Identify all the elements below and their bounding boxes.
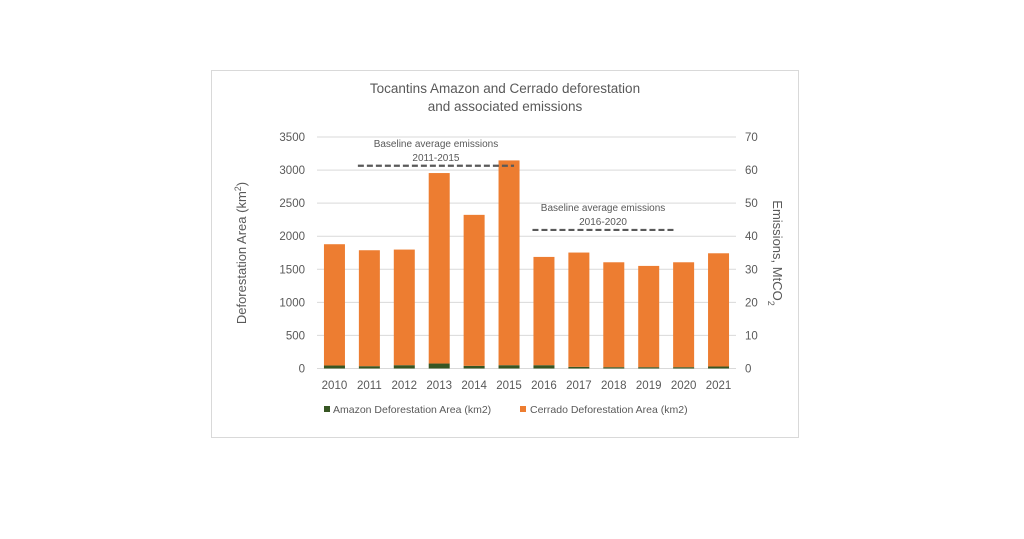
y-tick-label: 0 xyxy=(299,364,305,376)
baseline-label-period: 2016-2020 xyxy=(579,217,627,228)
x-tick-label: 2017 xyxy=(566,380,592,392)
bar-amazon xyxy=(568,366,590,369)
bar-amazon xyxy=(498,365,520,369)
y-tick-label: 2000 xyxy=(279,231,305,243)
bar-amazon xyxy=(533,365,555,369)
legend-label-amazon: Amazon Deforestation Area (km2) xyxy=(333,404,491,416)
baseline-label: Baseline average emissions xyxy=(374,139,499,150)
x-tick-label: 2015 xyxy=(496,380,522,392)
bar-cerrado xyxy=(323,244,345,366)
legend-label-cerrado: Cerrado Deforestation Area (km2) xyxy=(530,404,688,416)
chart-title-line-1: Tocantins Amazon and Cerrado deforestati… xyxy=(370,81,640,96)
x-tick-label: 2020 xyxy=(671,380,697,392)
x-tick-label: 2018 xyxy=(601,380,627,392)
y2-tick-label: 50 xyxy=(745,198,758,210)
y-tick-label: 2500 xyxy=(279,198,305,210)
x-tick-label: 2016 xyxy=(531,380,557,392)
x-tick-label: 2012 xyxy=(391,380,417,392)
y-tick-label: 500 xyxy=(286,330,305,342)
baseline-label: Baseline average emissions xyxy=(541,203,666,214)
bar-amazon xyxy=(673,367,695,369)
y2-tick-label: 40 xyxy=(745,231,758,243)
bar-amazon xyxy=(603,367,625,369)
bar-cerrado xyxy=(638,265,660,368)
x-tick-label: 2021 xyxy=(706,380,732,392)
bar-cerrado xyxy=(428,173,450,364)
y2-tick-label: 30 xyxy=(745,264,758,276)
y-tick-label: 3000 xyxy=(279,165,305,177)
bar-cerrado xyxy=(498,160,520,366)
bar-cerrado xyxy=(568,252,590,367)
bar-cerrado xyxy=(358,250,380,367)
legend-swatch-cerrado xyxy=(520,406,526,412)
y2-tick-label: 60 xyxy=(745,165,758,177)
bar-amazon xyxy=(323,365,345,369)
bar-amazon xyxy=(638,367,660,369)
x-tick-label: 2019 xyxy=(636,380,662,392)
bar-amazon xyxy=(393,365,415,369)
bar-cerrado xyxy=(533,256,555,366)
bar-amazon xyxy=(708,366,730,369)
x-tick-label: 2010 xyxy=(322,380,348,392)
y-axis-label: Deforestation Area (km2) xyxy=(233,182,249,324)
y-tick-label: 1500 xyxy=(279,264,305,276)
baseline-label-period: 2011-2015 xyxy=(412,153,460,164)
bar-cerrado xyxy=(603,262,625,368)
x-tick-label: 2011 xyxy=(357,380,382,392)
x-tick-label: 2013 xyxy=(426,380,452,392)
bar-cerrado xyxy=(463,214,485,366)
bar-cerrado xyxy=(708,253,730,367)
y2-tick-label: 20 xyxy=(745,297,758,309)
y2-axis-label: Emissions, MtCO2 xyxy=(766,200,785,305)
y-tick-label: 1000 xyxy=(279,297,305,309)
bar-amazon xyxy=(358,366,380,369)
legend-swatch-amazon xyxy=(324,406,330,412)
bar-amazon xyxy=(428,363,450,369)
y2-tick-label: 70 xyxy=(745,132,758,144)
y2-tick-label: 0 xyxy=(745,364,751,376)
bar-cerrado xyxy=(393,249,415,366)
bar-cerrado xyxy=(673,262,695,368)
y2-tick-label: 10 xyxy=(745,330,758,342)
bar-amazon xyxy=(463,365,485,369)
y-tick-label: 3500 xyxy=(279,132,305,144)
x-tick-label: 2014 xyxy=(461,380,487,392)
chart-title-line-2: and associated emissions xyxy=(428,99,583,114)
legend: Amazon Deforestation Area (km2) Cerrado … xyxy=(324,404,688,416)
